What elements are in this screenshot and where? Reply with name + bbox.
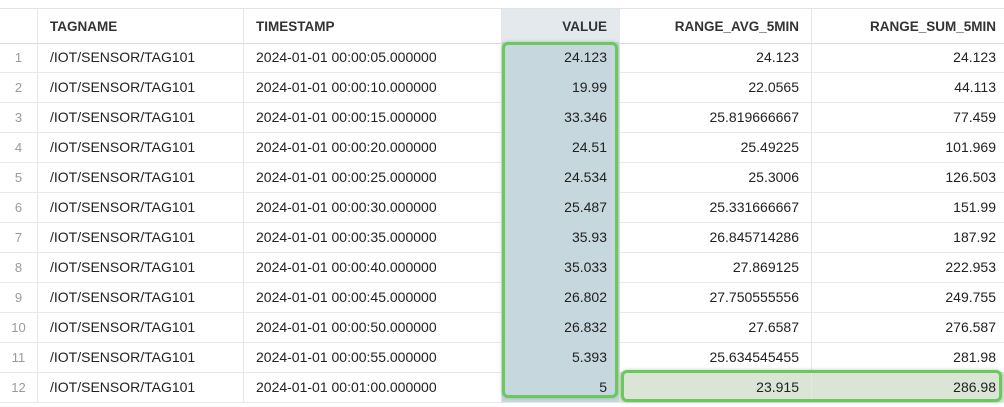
row-number[interactable]: 7: [0, 222, 38, 252]
cell-timestamp[interactable]: 2024-01-01 00:00:05.000000: [244, 42, 502, 72]
cell-range-avg-5min[interactable]: 25.819666667: [620, 102, 812, 132]
row-number[interactable]: 1: [0, 42, 38, 72]
cell-timestamp[interactable]: 2024-01-01 00:00:25.000000: [244, 162, 502, 192]
cell-range-sum-5min[interactable]: 286.98: [812, 372, 1004, 402]
row-number[interactable]: 12: [0, 372, 38, 402]
cell-tagname[interactable]: /IOT/SENSOR/TAG101: [38, 192, 244, 222]
cell-range-avg-5min[interactable]: 25.634545455: [620, 342, 812, 372]
cell-range-sum-5min[interactable]: 187.92: [953, 229, 996, 245]
cell-range-avg-5min[interactable]: 23.915: [620, 372, 812, 402]
cell-value[interactable]: 26.802: [502, 282, 620, 312]
table-row[interactable]: 7/IOT/SENSOR/TAG101 2024-01-01 00:00:35.0…: [0, 222, 1004, 253]
row-number[interactable]: 11: [0, 342, 38, 372]
header-row: TAGNAME TIMESTAMP VALUE RANGE_AVG_5MIN R…: [0, 8, 1004, 44]
cell-range-sum-5min[interactable]: 151.99: [953, 199, 996, 215]
cell-range-sum-5min[interactable]: 222.953: [945, 259, 996, 275]
cell-tagname[interactable]: /IOT/SENSOR/TAG101: [38, 312, 244, 342]
cell-timestamp[interactable]: 2024-01-01 00:00:30.000000: [244, 192, 502, 222]
cell-range-avg-5min[interactable]: 22.0565: [620, 72, 812, 102]
table-row[interactable]: 3/IOT/SENSOR/TAG101 2024-01-01 00:00:15.0…: [0, 102, 1004, 133]
cell-range-sum-5min[interactable]: 126.503: [945, 169, 996, 185]
cell-value[interactable]: 24.534: [502, 162, 620, 192]
cell-timestamp[interactable]: 2024-01-01 00:00:50.000000: [244, 312, 502, 342]
row-number[interactable]: 8: [0, 252, 38, 282]
cell-tagname[interactable]: /IOT/SENSOR/TAG101: [38, 72, 244, 102]
cell-value[interactable]: 24.123: [502, 42, 620, 72]
cell-range-sum-5min[interactable]: 44.113: [954, 79, 996, 95]
row-number[interactable]: 9: [0, 282, 38, 312]
column-header-timestamp[interactable]: TIMESTAMP: [244, 9, 502, 43]
cell-value[interactable]: 24.51: [502, 132, 620, 162]
cell-tagname[interactable]: /IOT/SENSOR/TAG101: [38, 132, 244, 162]
cell-tagname[interactable]: /IOT/SENSOR/TAG101: [38, 42, 244, 72]
cell-range-avg-5min[interactable]: 27.869125: [620, 252, 812, 282]
table-row[interactable]: 6/IOT/SENSOR/TAG101 2024-01-01 00:00:30.0…: [0, 192, 1004, 223]
cell-timestamp[interactable]: 2024-01-01 00:00:40.000000: [244, 252, 502, 282]
cell-tagname[interactable]: /IOT/SENSOR/TAG101: [38, 282, 244, 312]
cell-range-sum-5min[interactable]: 77.459: [953, 109, 996, 125]
cell-timestamp[interactable]: 2024-01-01 00:00:55.000000: [244, 342, 502, 372]
cell-range-avg-5min[interactable]: 24.123: [620, 42, 812, 72]
cell-tagname[interactable]: /IOT/SENSOR/TAG101: [38, 162, 244, 192]
table-row[interactable]: 8/IOT/SENSOR/TAG101 2024-01-01 00:00:40.0…: [0, 252, 1004, 283]
table-row[interactable]: 11/IOT/SENSOR/TAG101 2024-01-01 00:00:55.…: [0, 342, 1004, 373]
cell-timestamp[interactable]: 2024-01-01 00:00:15.000000: [244, 102, 502, 132]
cell-value[interactable]: 35.033: [502, 252, 620, 282]
cell-value[interactable]: 33.346: [502, 102, 620, 132]
cell-range-sum-5min[interactable]: 281.98: [953, 349, 996, 365]
row-number[interactable]: 10: [0, 312, 38, 342]
row-number[interactable]: 5: [0, 162, 38, 192]
cell-range-sum-5min[interactable]: 249.755: [945, 289, 996, 305]
cell-value[interactable]: 25.487: [502, 192, 620, 222]
cell-tagname[interactable]: /IOT/SENSOR/TAG101: [38, 252, 244, 282]
column-header-range-avg-5min[interactable]: RANGE_AVG_5MIN: [620, 9, 812, 43]
cell-value[interactable]: 26.832: [502, 312, 620, 342]
row-number[interactable]: 4: [0, 132, 38, 162]
cell-value[interactable]: 19.99: [502, 72, 620, 102]
cell-timestamp[interactable]: 2024-01-01 00:00:10.000000: [244, 72, 502, 102]
cell-value[interactable]: 5.393: [502, 342, 620, 372]
table-row[interactable]: 1/IOT/SENSOR/TAG101 2024-01-01 00:00:05.0…: [0, 42, 1004, 73]
row-number[interactable]: 2: [0, 72, 38, 102]
column-header-range-sum-5min[interactable]: RANGE_SUM_5MIN: [869, 18, 996, 34]
cell-tagname[interactable]: /IOT/SENSOR/TAG101: [38, 222, 244, 252]
cell-tagname[interactable]: /IOT/SENSOR/TAG101: [38, 372, 244, 402]
table-row[interactable]: 5/IOT/SENSOR/TAG101 2024-01-01 00:00:25.0…: [0, 162, 1004, 193]
cell-timestamp[interactable]: 2024-01-01 00:00:45.000000: [244, 282, 502, 312]
column-header-tagname[interactable]: TAGNAME: [38, 9, 244, 43]
cell-tagname[interactable]: /IOT/SENSOR/TAG101: [38, 102, 244, 132]
cell-tagname[interactable]: /IOT/SENSOR/TAG101: [38, 342, 244, 372]
cell-value[interactable]: 35.93: [502, 222, 620, 252]
cell-value[interactable]: 5: [502, 372, 620, 402]
row-number[interactable]: 3: [0, 102, 38, 132]
cell-timestamp[interactable]: 2024-01-01 00:00:35.000000: [244, 222, 502, 252]
cell-range-avg-5min[interactable]: 26.845714286: [620, 222, 812, 252]
cell-range-avg-5min[interactable]: 25.49225: [620, 132, 812, 162]
cell-range-sum-5min[interactable]: 101.969: [945, 139, 996, 155]
table-row[interactable]: 4/IOT/SENSOR/TAG101 2024-01-01 00:00:20.0…: [0, 132, 1004, 163]
cell-range-avg-5min[interactable]: 25.3006: [620, 162, 812, 192]
column-header-value[interactable]: VALUE: [502, 9, 620, 43]
table-row[interactable]: 2/IOT/SENSOR/TAG101 2024-01-01 00:00:10.0…: [0, 72, 1004, 103]
cell-timestamp[interactable]: 2024-01-01 00:00:20.000000: [244, 132, 502, 162]
table-row[interactable]: 12/IOT/SENSOR/TAG101 2024-01-01 00:01:00.…: [0, 372, 1004, 403]
cell-range-avg-5min[interactable]: 25.331666667: [620, 192, 812, 222]
row-number[interactable]: 6: [0, 192, 38, 222]
row-number-header: [0, 9, 38, 43]
table-row[interactable]: 10/IOT/SENSOR/TAG101 2024-01-01 00:00:50.…: [0, 312, 1004, 343]
table-row[interactable]: 9/IOT/SENSOR/TAG101 2024-01-01 00:00:45.0…: [0, 282, 1004, 313]
cell-range-sum-5min[interactable]: 24.123: [953, 49, 996, 65]
cell-range-avg-5min[interactable]: 27.6587: [620, 312, 812, 342]
cell-range-avg-5min[interactable]: 27.750555556: [620, 282, 812, 312]
cell-range-sum-5min[interactable]: 276.587: [945, 319, 996, 335]
cell-timestamp[interactable]: 2024-01-01 00:01:00.000000: [244, 372, 502, 402]
